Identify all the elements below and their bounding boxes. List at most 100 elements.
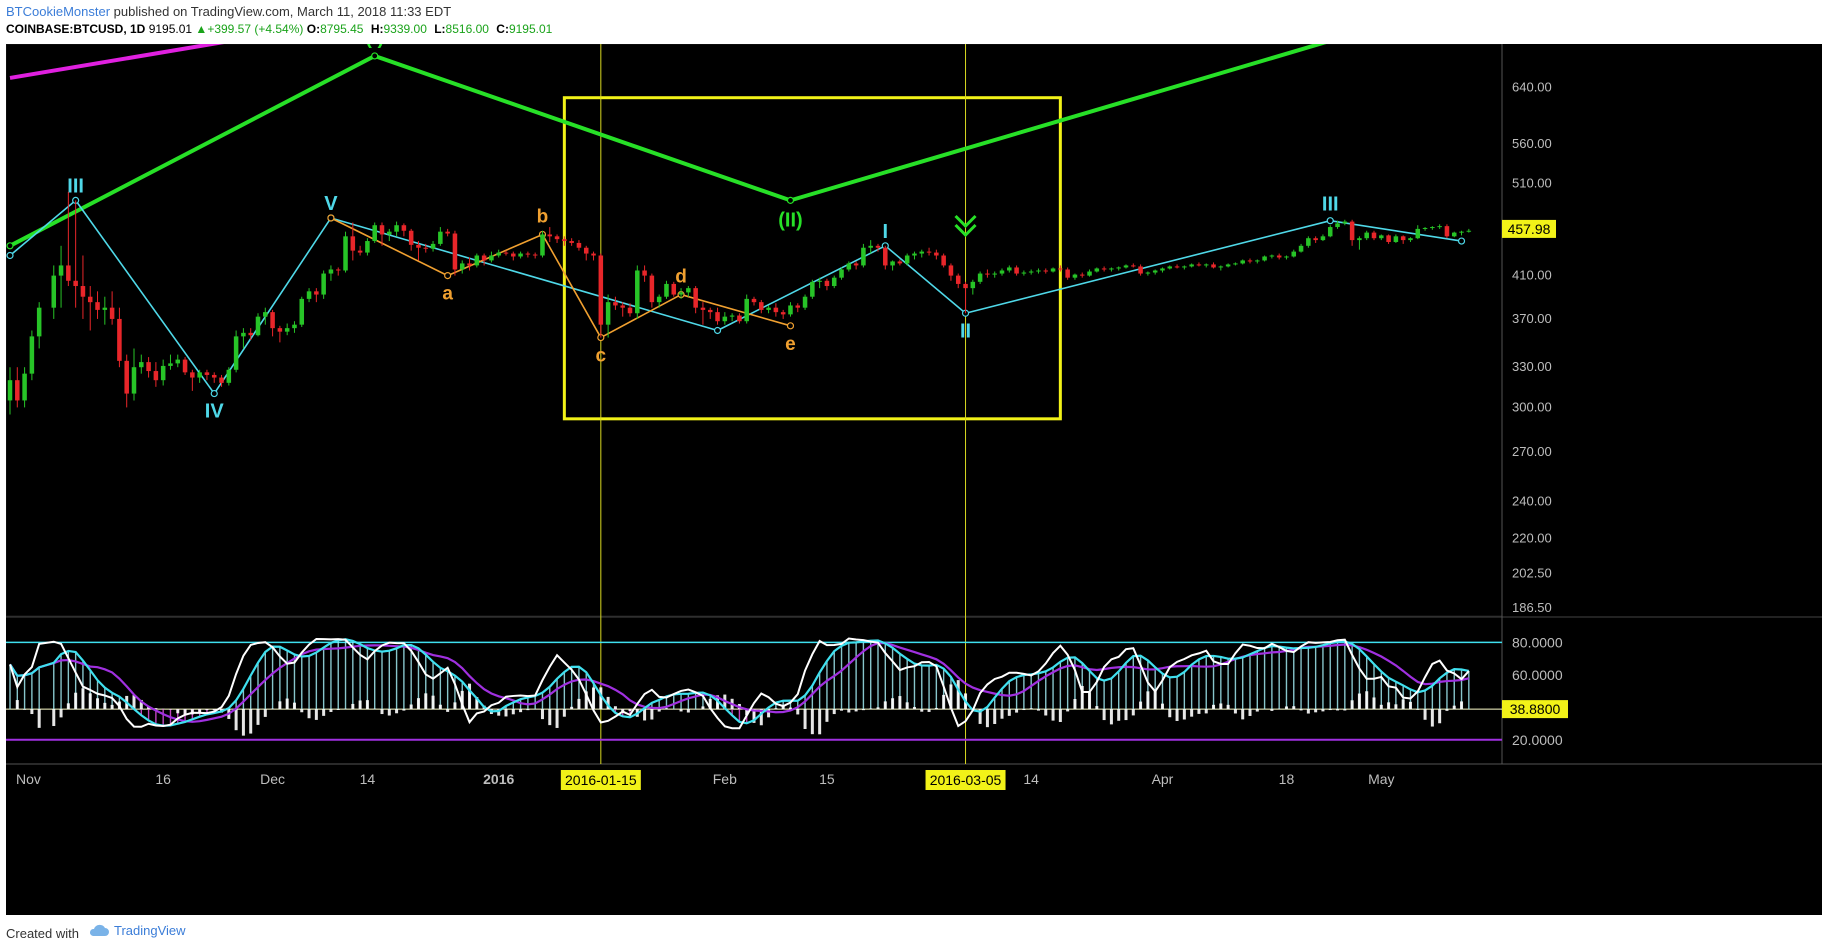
tradingview-brand: TradingView xyxy=(114,923,186,938)
white-histogram-bar xyxy=(1124,709,1128,721)
candle xyxy=(328,265,334,281)
white-histogram-bar xyxy=(176,709,180,714)
tradingview-link[interactable]: TradingView xyxy=(88,923,186,938)
candle-body xyxy=(642,270,647,276)
candle-body xyxy=(729,315,735,317)
candle xyxy=(977,271,983,284)
indicator-tick-label: 60.0000 xyxy=(1512,667,1563,683)
double-chevron-icon xyxy=(954,214,977,238)
white-histogram-bar xyxy=(74,692,78,710)
high-value: 9339.00 xyxy=(383,22,427,36)
candles[interactable] xyxy=(7,191,1472,415)
candle-body xyxy=(1167,266,1173,269)
white-histogram-bar xyxy=(1117,709,1121,721)
white-histogram-bar xyxy=(271,708,275,710)
white-histogram-bar xyxy=(1109,709,1113,725)
candle-body xyxy=(1218,266,1224,268)
candle-body xyxy=(233,336,239,370)
candle-body xyxy=(737,315,742,322)
candle xyxy=(540,230,545,258)
candle xyxy=(321,270,326,299)
white-histogram-bar xyxy=(1460,701,1464,710)
white-histogram-bar xyxy=(1146,691,1150,710)
white-histogram-bar xyxy=(1292,706,1296,710)
price-tick-label: 270.00 xyxy=(1512,444,1552,459)
white-histogram-bar xyxy=(263,709,267,717)
corrective-wave-line xyxy=(330,217,791,339)
candle-body xyxy=(759,302,764,310)
white-histogram-bar xyxy=(285,698,289,710)
candle xyxy=(729,313,735,322)
candle xyxy=(1189,263,1194,268)
candle-body xyxy=(824,280,830,287)
white-histogram-bar xyxy=(59,709,63,718)
white-histogram-bar xyxy=(548,709,552,726)
publisher-name[interactable]: BTCookieMonster xyxy=(6,4,111,19)
candle-body xyxy=(875,245,881,248)
candle xyxy=(1196,262,1202,267)
white-histogram-bar xyxy=(664,708,668,710)
candle xyxy=(1437,224,1442,229)
time-tick-label: Nov xyxy=(16,771,41,787)
white-histogram-bar xyxy=(891,698,895,710)
candle-body xyxy=(175,359,181,364)
candle xyxy=(1379,234,1384,241)
wave-label-b: b xyxy=(537,206,549,227)
white-histogram-bar xyxy=(1204,709,1208,714)
up-triangle-icon: ▲ xyxy=(195,22,208,36)
corrective-wave-line-pivot xyxy=(327,214,335,222)
candle xyxy=(766,305,771,314)
white-histogram-bar xyxy=(292,702,296,710)
candle-body xyxy=(190,372,195,378)
candle xyxy=(1298,243,1304,253)
white-histogram-bar xyxy=(37,709,41,728)
candle-body xyxy=(226,369,232,383)
candle xyxy=(401,223,407,237)
candle-body xyxy=(861,247,866,266)
candle-body xyxy=(109,307,115,319)
candle xyxy=(678,288,684,299)
candle xyxy=(912,251,917,260)
candle xyxy=(438,227,443,246)
white-histogram-bar xyxy=(832,709,836,715)
candle xyxy=(277,325,283,343)
candle-body xyxy=(868,245,873,248)
indicator-current-label: 38.8800 xyxy=(1510,701,1561,717)
candle xyxy=(795,303,801,313)
white-histogram-bar xyxy=(592,687,596,710)
candle-body xyxy=(481,255,487,261)
candle-body xyxy=(365,241,370,253)
candle xyxy=(270,309,275,337)
cloud-icon xyxy=(89,924,109,936)
candle-body xyxy=(1116,267,1121,269)
white-histogram-bar xyxy=(81,688,85,710)
white-histogram-bar xyxy=(562,709,566,717)
candle xyxy=(1225,263,1231,268)
candle xyxy=(350,222,356,261)
white-histogram-bar xyxy=(307,709,311,719)
date-marker-label: 2016-03-05 xyxy=(930,772,1002,788)
white-histogram-bar xyxy=(1190,709,1194,717)
wave-label-impulse-I: I xyxy=(883,221,889,243)
white-histogram-bar xyxy=(1408,701,1412,710)
time-tick-label: Apr xyxy=(1152,771,1174,787)
candle xyxy=(919,249,925,258)
candle-body xyxy=(58,265,64,276)
candle xyxy=(343,231,348,273)
white-histogram-bar xyxy=(132,695,136,710)
candle xyxy=(511,251,516,261)
candle xyxy=(146,357,151,378)
created-with-text: Created with xyxy=(6,926,79,941)
candle-body xyxy=(1203,264,1209,266)
candle xyxy=(131,348,137,401)
candle xyxy=(547,227,553,242)
white-histogram-bar xyxy=(1212,704,1216,710)
candle xyxy=(15,367,20,408)
candle-body xyxy=(686,288,691,293)
candle xyxy=(22,367,27,408)
white-histogram-bar xyxy=(767,709,771,718)
candle xyxy=(153,362,159,387)
candle xyxy=(985,269,990,278)
